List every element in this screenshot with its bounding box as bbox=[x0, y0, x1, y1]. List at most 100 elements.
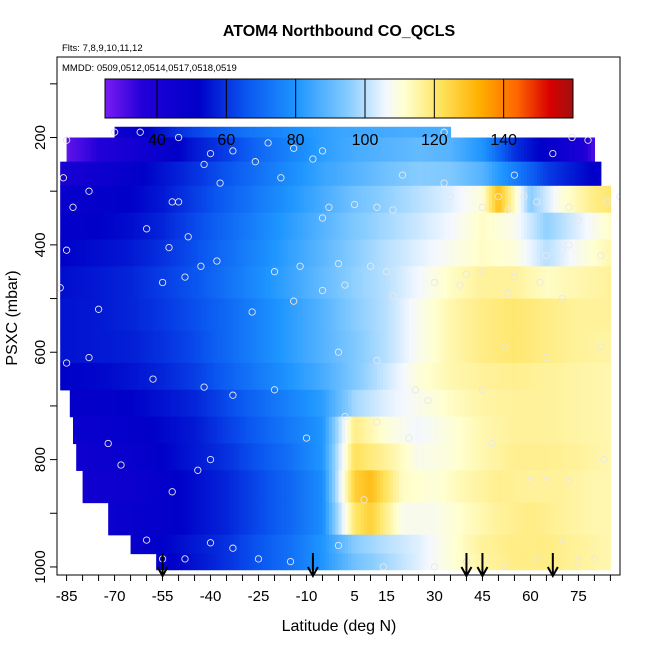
heat-cell bbox=[172, 534, 176, 555]
heat-cell bbox=[101, 330, 106, 364]
heat-cell bbox=[312, 239, 317, 267]
heat-cell bbox=[117, 185, 122, 214]
heat-cell bbox=[290, 185, 295, 214]
heat-cell bbox=[223, 161, 228, 187]
heat-cell bbox=[364, 266, 368, 300]
heat-cell bbox=[357, 126, 362, 139]
heat-cell bbox=[581, 330, 586, 364]
heat-cell bbox=[380, 239, 384, 267]
heat-cell bbox=[172, 266, 176, 300]
heat-cell bbox=[533, 330, 538, 364]
heat-cell bbox=[76, 362, 80, 391]
heat-cell bbox=[562, 185, 567, 214]
heat-cell bbox=[508, 239, 512, 267]
heat-cell bbox=[504, 185, 509, 214]
heat-cell bbox=[543, 239, 548, 267]
heat-cell bbox=[463, 330, 468, 364]
heat-cell bbox=[191, 362, 196, 391]
heat-cell bbox=[226, 389, 231, 418]
heat-cell bbox=[344, 416, 349, 445]
heat-cell bbox=[130, 534, 135, 555]
sample-point bbox=[600, 455, 608, 464]
heat-cell bbox=[392, 416, 397, 445]
heat-cell bbox=[428, 266, 432, 300]
heat-cell bbox=[124, 389, 128, 418]
heat-cell bbox=[527, 185, 532, 214]
heat-cell bbox=[463, 137, 468, 163]
heat-cell bbox=[220, 362, 224, 391]
heat-cell bbox=[223, 185, 228, 214]
heat-cell bbox=[354, 362, 359, 391]
heat-cell bbox=[380, 534, 384, 555]
heat-cell bbox=[389, 330, 394, 364]
heat-cell bbox=[220, 470, 224, 504]
heat-cell bbox=[463, 443, 468, 471]
heat-cell bbox=[488, 298, 493, 332]
heat-cell bbox=[588, 137, 592, 163]
heat-cell bbox=[316, 553, 320, 571]
heat-cell bbox=[344, 239, 349, 267]
heat-cell bbox=[552, 330, 557, 364]
heat-cell bbox=[402, 416, 407, 445]
heat-cell bbox=[472, 298, 477, 332]
sample-point bbox=[165, 243, 173, 252]
heat-cell bbox=[383, 161, 388, 187]
heat-cell bbox=[284, 389, 288, 418]
heat-cell bbox=[226, 137, 231, 163]
heat-cell bbox=[392, 502, 397, 536]
heat-cell bbox=[460, 137, 464, 163]
heat-cell bbox=[207, 389, 212, 418]
heat-cell bbox=[204, 389, 208, 418]
heat-cell bbox=[527, 212, 532, 241]
heat-cell bbox=[472, 239, 477, 267]
heat-cell bbox=[76, 416, 80, 445]
heat-cell bbox=[418, 239, 423, 267]
heat-cell bbox=[466, 298, 471, 332]
heat-cell bbox=[216, 534, 221, 555]
heat-cell bbox=[245, 266, 250, 300]
heat-cell bbox=[501, 137, 506, 163]
heat-cell bbox=[252, 553, 256, 571]
heat-cell bbox=[434, 553, 439, 571]
heat-cell bbox=[424, 298, 429, 332]
heat-cell bbox=[344, 389, 349, 418]
heat-cell bbox=[520, 416, 525, 445]
heat-cell bbox=[584, 502, 589, 536]
heat-cell bbox=[511, 553, 516, 571]
heat-cell bbox=[133, 502, 138, 536]
heat-cell bbox=[245, 212, 250, 241]
heat-cell bbox=[386, 298, 391, 332]
heat-cell bbox=[437, 443, 442, 471]
sample-point bbox=[597, 343, 605, 351]
heat-cell bbox=[476, 266, 480, 300]
heat-cell bbox=[575, 212, 580, 241]
heat-cell bbox=[568, 443, 573, 471]
heat-cell bbox=[296, 266, 301, 300]
heat-cell bbox=[306, 298, 311, 332]
heat-cell bbox=[165, 470, 170, 504]
heat-cell bbox=[248, 126, 253, 139]
heat-cell bbox=[216, 443, 221, 471]
heat-cell bbox=[111, 362, 116, 391]
heat-cell bbox=[418, 443, 423, 471]
heat-cell bbox=[252, 330, 256, 364]
heat-cell bbox=[184, 185, 189, 214]
heat-cell bbox=[520, 470, 525, 504]
heat-cell bbox=[581, 470, 586, 504]
heat-cell bbox=[178, 266, 183, 300]
heat-cell bbox=[354, 161, 359, 187]
heat-cell bbox=[520, 502, 525, 536]
heat-cell bbox=[578, 502, 583, 536]
heat-cell bbox=[501, 470, 506, 504]
heat-cell bbox=[319, 298, 324, 332]
heat-cell bbox=[69, 298, 74, 332]
sample-point bbox=[248, 308, 256, 316]
heat-cell bbox=[274, 502, 279, 536]
heat-cell bbox=[136, 470, 141, 504]
heat-cell bbox=[293, 137, 298, 163]
heat-cell bbox=[380, 416, 384, 445]
y-tick-label: 400 bbox=[32, 232, 49, 257]
heat-cell bbox=[492, 534, 496, 555]
sample-point bbox=[334, 348, 343, 356]
heat-cell bbox=[351, 443, 356, 471]
